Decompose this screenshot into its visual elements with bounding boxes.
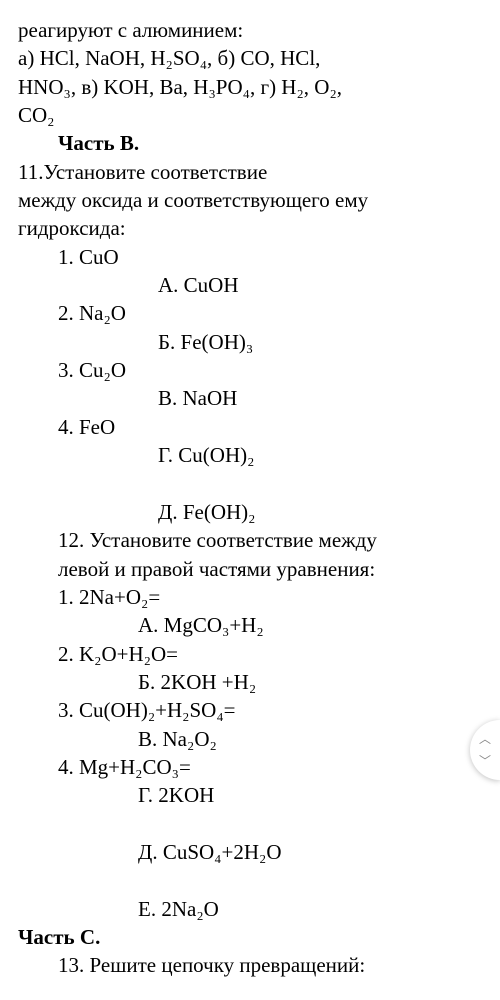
q12-left-4: 4. Mg+H₂CO₃= [18, 753, 482, 781]
q11-right-g: Г. Cu(OH)₂ [18, 441, 482, 469]
q12-stem-line2: левой и правой частями уравнения: [18, 555, 482, 583]
q12-stem-line1: 12. Установите соответствие между [18, 526, 482, 554]
q12-left-2: 2. K₂O+H₂O= [18, 640, 482, 668]
q12-right-a: А. MgCO₃+H₂ [18, 611, 482, 639]
question-12: 12. Установите соответствие между левой … [18, 526, 482, 923]
question-11: 11.Установите соответствие между оксида … [18, 158, 482, 526]
q10-options-line1: а) HCl, NaOH, H₂SO₄, б) CO, HCl, [18, 44, 482, 72]
q11-left-3: 3. Cu₂O [18, 356, 482, 384]
q12-right-b: Б. 2KOH +H₂ [18, 668, 482, 696]
q12-left-1: 1. 2Na+O₂= [18, 583, 482, 611]
chevron-down-icon[interactable]: ﹀ [479, 755, 491, 767]
q11-right-b: Б. Fe(OH)₃ [18, 328, 482, 356]
part-c-heading: Часть C. [18, 923, 482, 951]
q11-left-4: 4. FeO [18, 413, 482, 441]
q11-left-1: 1. CuO [18, 243, 482, 271]
q12-right-v: В. Na₂O₂ [18, 725, 482, 753]
part-b-heading: Часть B. [18, 129, 482, 157]
q12-right-g: Г. 2KOH [18, 781, 482, 809]
q11-right-v: В. NaOH [18, 384, 482, 412]
q10-options-line3: CO₂ [18, 101, 482, 129]
q11-stem-line3: гидроксида: [18, 214, 482, 242]
q11-left-2: 2. Na₂O [18, 299, 482, 327]
q13-stem: 13. Решите цепочку превращений: [18, 951, 482, 979]
q11-right-d: Д. Fe(OH)₂ [18, 498, 482, 526]
q12-right-d: Д. CuSO₄+2H₂O [18, 838, 482, 866]
question-10-fragment: реагируют с алюминием: а) HCl, NaOH, H₂S… [18, 16, 482, 129]
q11-right-a: А. CuOH [18, 271, 482, 299]
q10-options-line2: HNO₃, в) KOH, Ba, H₃PO₄, г) H₂, O₂, [18, 73, 482, 101]
chevron-up-icon[interactable]: ︿ [479, 733, 491, 745]
q11-stem-line2: между оксида и соответствующего ему [18, 186, 482, 214]
q12-right-e: Е. 2Na₂O [18, 895, 482, 923]
q12-left-3: 3. Cu(OH)₂+H₂SO₄= [18, 696, 482, 724]
q11-stem-line1: 11.Установите соответствие [18, 158, 482, 186]
q10-stem: реагируют с алюминием: [18, 16, 482, 44]
